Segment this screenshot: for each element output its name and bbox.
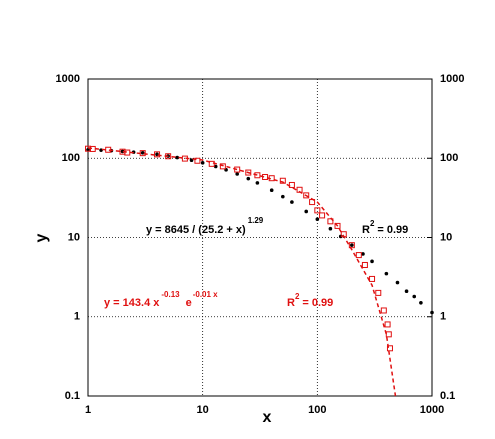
data-point [370, 259, 374, 264]
data-point [395, 280, 400, 285]
data-point [290, 200, 294, 204]
y-tick-label: 1000 [56, 73, 80, 85]
data-point [361, 261, 368, 268]
data-point [86, 147, 90, 152]
data-point [175, 155, 180, 160]
data-point [386, 345, 393, 352]
data-point [304, 209, 309, 214]
y2-tick-label: 0.1 [440, 390, 455, 402]
data-point [319, 212, 326, 219]
data-point [385, 331, 392, 338]
y-axis-label: y [33, 233, 50, 242]
fit-exponent: -0.13 [161, 290, 180, 299]
data-point [213, 164, 218, 169]
data-point [254, 172, 261, 179]
red-fit-label: y = 143.4 x-0.13 e-0.01 x [104, 290, 218, 309]
x-tick-label: 100 [308, 404, 326, 416]
grid [87, 78, 433, 397]
data-point [219, 163, 226, 170]
x-tick-label: 1 [85, 404, 91, 416]
x-tick-label: 1000 [420, 404, 444, 416]
data-point [303, 192, 310, 199]
data-point [288, 181, 295, 188]
data-point [369, 275, 376, 282]
data-point [328, 226, 333, 231]
data-point [375, 289, 382, 296]
x-tick-label: 10 [197, 404, 209, 416]
y-tick-label: 0.1 [65, 390, 80, 402]
data-point [279, 177, 286, 184]
data-point [315, 217, 320, 222]
y-tick-label: 10 [68, 231, 80, 243]
data-point [235, 172, 239, 176]
data-point [384, 321, 391, 328]
data-point [269, 188, 274, 193]
r2-exponent: 2 [295, 292, 300, 301]
black-r2-label: R2= 0.99 [362, 219, 408, 236]
data-point [200, 161, 205, 165]
data-point [255, 181, 260, 185]
data-point [281, 194, 285, 199]
black-fit-label: y = 8645 / (25.2 + x)1.29 [146, 216, 264, 236]
data-point [246, 176, 251, 181]
r2-text: R [287, 297, 295, 309]
r2-value: = 0.99 [302, 297, 333, 309]
fit-text: y = 143.4 x [104, 297, 160, 309]
data-point [430, 310, 434, 315]
data-point [348, 242, 355, 249]
fit-curve [87, 147, 397, 397]
data-point [314, 207, 321, 214]
red-r2-label: R2= 0.99 [287, 292, 333, 309]
y-tick-label: 100 [62, 152, 80, 164]
data-point [334, 222, 341, 229]
r2-exponent: 2 [370, 219, 375, 228]
r2-text: R [362, 224, 370, 236]
fit-text: e [186, 297, 192, 309]
fit-text: y = 8645 / (25.2 + x) [146, 224, 246, 236]
y-tick-label: 1 [74, 311, 80, 323]
data-point [412, 294, 417, 299]
y2-tick-label: 1000 [440, 73, 464, 85]
y2-tick-label: 100 [440, 152, 458, 164]
x-axis-label: x [263, 409, 272, 426]
fit-exponent: 1.29 [248, 216, 264, 225]
y2-tick-label: 1 [440, 311, 446, 323]
r2-value: = 0.99 [377, 224, 408, 236]
data-point [361, 252, 365, 256]
data-point [419, 300, 423, 305]
y2-tick-label: 10 [440, 231, 452, 243]
data-point [404, 289, 409, 294]
data-point [355, 252, 362, 259]
data-point [350, 243, 354, 247]
data-point [327, 218, 334, 225]
data-point [384, 271, 389, 276]
data-point [140, 151, 145, 155]
data-point [380, 307, 387, 314]
data-point [245, 169, 252, 176]
data-point [194, 157, 201, 164]
fit-exponent: -0.01 x [193, 290, 218, 299]
